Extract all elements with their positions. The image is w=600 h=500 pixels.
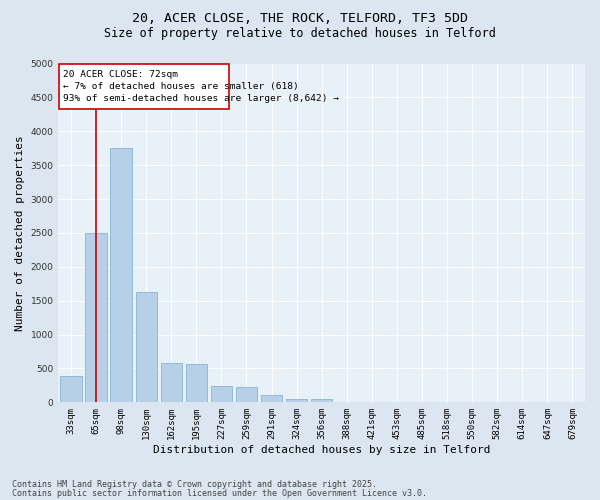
Text: Contains HM Land Registry data © Crown copyright and database right 2025.: Contains HM Land Registry data © Crown c… xyxy=(12,480,377,489)
Bar xyxy=(110,148,132,403)
Bar xyxy=(236,386,257,402)
Text: Size of property relative to detached houses in Telford: Size of property relative to detached ho… xyxy=(104,28,496,40)
Text: 20, ACER CLOSE, THE ROCK, TELFORD, TF3 5DD: 20, ACER CLOSE, THE ROCK, TELFORD, TF3 5… xyxy=(132,12,468,26)
Bar xyxy=(161,363,182,403)
Bar xyxy=(286,398,307,402)
Y-axis label: Number of detached properties: Number of detached properties xyxy=(15,135,25,331)
Bar xyxy=(311,400,332,402)
Bar xyxy=(60,376,82,402)
Text: Contains public sector information licensed under the Open Government Licence v3: Contains public sector information licen… xyxy=(12,488,427,498)
Bar xyxy=(261,395,282,402)
Bar xyxy=(85,233,107,402)
Bar xyxy=(211,386,232,402)
Bar xyxy=(185,364,207,403)
X-axis label: Distribution of detached houses by size in Telford: Distribution of detached houses by size … xyxy=(153,445,490,455)
Text: 20 ACER CLOSE: 72sqm
← 7% of detached houses are smaller (618)
93% of semi-detac: 20 ACER CLOSE: 72sqm ← 7% of detached ho… xyxy=(62,70,338,103)
Bar xyxy=(136,292,157,403)
FancyBboxPatch shape xyxy=(59,64,229,109)
